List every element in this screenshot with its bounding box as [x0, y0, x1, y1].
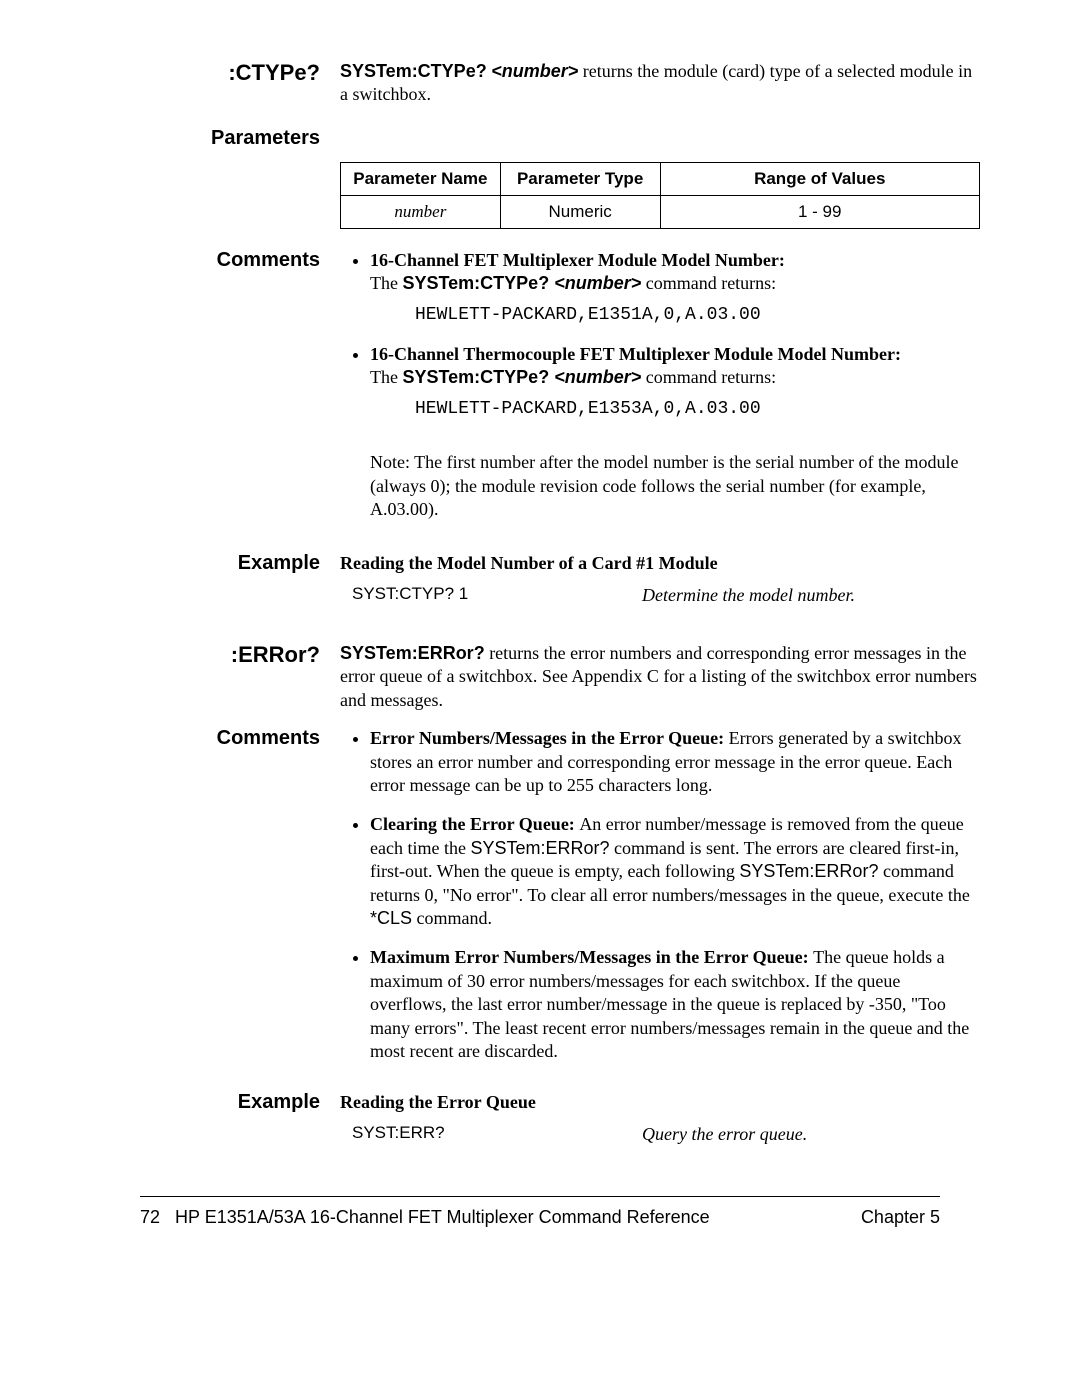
- example2-title: Reading the Error Queue: [340, 1091, 980, 1114]
- ctype-param: <number>: [491, 61, 578, 81]
- footer-left: 72 HP E1351A/53A 16-Channel FET Multiple…: [140, 1207, 710, 1228]
- text: command returns:: [641, 367, 776, 387]
- param-text: <number>: [554, 273, 641, 293]
- example1-comment: Determine the model number.: [642, 584, 855, 607]
- text: command.: [412, 908, 492, 928]
- ctype-section: :CTYPe? SYSTem:CTYPe? <number> returns t…: [100, 60, 980, 107]
- list-item: 16-Channel Thermocouple FET Multiplexer …: [370, 343, 980, 521]
- col-header: Range of Values: [660, 162, 980, 195]
- parameters-heading: Parameters: [211, 127, 320, 149]
- comments1-list: 16-Channel FET Multiplexer Module Model …: [340, 249, 980, 522]
- comments2-heading: Comments: [217, 727, 320, 749]
- parameters-table-row: Parameter Name Parameter Type Range of V…: [100, 162, 980, 229]
- ctype-description: SYSTem:CTYPe? <number> returns the modul…: [340, 60, 980, 107]
- comments2-section: Comments Error Numbers/Messages in the E…: [100, 727, 980, 1079]
- cmd-text: SYSTem:CTYPe?: [402, 367, 554, 387]
- bullet-title: 16-Channel FET Multiplexer Module Model …: [370, 250, 785, 270]
- text: The: [370, 367, 402, 387]
- code-output: HEWLETT-PACKARD,E1353A,0,A.03.00: [415, 398, 980, 421]
- list-item: Error Numbers/Messages in the Error Queu…: [370, 727, 980, 797]
- ctype-heading: :CTYPe?: [228, 60, 320, 85]
- footer-chapter: Chapter 5: [861, 1207, 940, 1228]
- comments2-list: Error Numbers/Messages in the Error Queu…: [340, 727, 980, 1063]
- cmd-text: SYSTem:ERRor?: [470, 838, 609, 858]
- col-header: Parameter Type: [500, 162, 660, 195]
- example1-line: SYST:CTYP? 1 Determine the model number.: [340, 584, 980, 607]
- parameters-section: Parameters: [100, 127, 980, 150]
- cell-range: 1 - 99: [660, 195, 980, 228]
- bullet-title: Maximum Error Numbers/Messages in the Er…: [370, 947, 813, 967]
- comments1-section: Comments 16-Channel FET Multiplexer Modu…: [100, 249, 980, 538]
- bullet-title: Error Numbers/Messages in the Error Queu…: [370, 728, 729, 748]
- bullet-title: Clearing the Error Queue:: [370, 814, 579, 834]
- example2-line: SYST:ERR? Query the error queue.: [340, 1123, 980, 1146]
- bullet-title: 16-Channel Thermocouple FET Multiplexer …: [370, 344, 901, 364]
- cmd-text: SYSTem:ERRor?: [739, 861, 878, 881]
- error-section: :ERRor? SYSTem:ERRor? returns the error …: [100, 642, 980, 712]
- list-item: Maximum Error Numbers/Messages in the Er…: [370, 946, 980, 1063]
- note-text: Note: The first number after the model n…: [370, 451, 980, 521]
- example2-heading: Example: [238, 1091, 320, 1113]
- cmd-text: *CLS: [370, 908, 412, 928]
- page-footer: 72 HP E1351A/53A 16-Channel FET Multiple…: [140, 1196, 940, 1228]
- ctype-cmd: SYSTem:CTYPe?: [340, 61, 487, 81]
- parameters-table: Parameter Name Parameter Type Range of V…: [340, 162, 980, 229]
- list-item: Clearing the Error Queue: An error numbe…: [370, 813, 980, 930]
- example1-heading: Example: [238, 552, 320, 574]
- text: The: [370, 273, 402, 293]
- footer-title: HP E1351A/53A 16-Channel FET Multiplexer…: [175, 1207, 710, 1227]
- table-row: number Numeric 1 - 99: [341, 195, 980, 228]
- example2-comment: Query the error queue.: [642, 1123, 807, 1146]
- document-page: :CTYPe? SYSTem:CTYPe? <number> returns t…: [0, 0, 1080, 1268]
- col-header: Parameter Name: [341, 162, 501, 195]
- error-heading: :ERRor?: [231, 642, 320, 667]
- error-description: SYSTem:ERRor? returns the error numbers …: [340, 642, 980, 712]
- param-text: <number>: [554, 367, 641, 387]
- text: command returns:: [641, 273, 776, 293]
- example1-section: Example Reading the Model Number of a Ca…: [100, 552, 980, 607]
- page-number: 72: [140, 1207, 160, 1227]
- list-item: 16-Channel FET Multiplexer Module Model …: [370, 249, 980, 327]
- example1-title: Reading the Model Number of a Card #1 Mo…: [340, 552, 980, 575]
- example1-cmd: SYST:CTYP? 1: [340, 584, 642, 607]
- cmd-text: SYSTem:CTYPe?: [402, 273, 554, 293]
- error-cmd: SYSTem:ERRor?: [340, 643, 485, 663]
- cell-type: Numeric: [500, 195, 660, 228]
- table-header-row: Parameter Name Parameter Type Range of V…: [341, 162, 980, 195]
- example2-section: Example Reading the Error Queue SYST:ERR…: [100, 1091, 980, 1146]
- comments1-heading: Comments: [217, 249, 320, 271]
- example2-cmd: SYST:ERR?: [340, 1123, 642, 1146]
- code-output: HEWLETT-PACKARD,E1351A,0,A.03.00: [415, 304, 980, 327]
- cell-name: number: [341, 195, 501, 228]
